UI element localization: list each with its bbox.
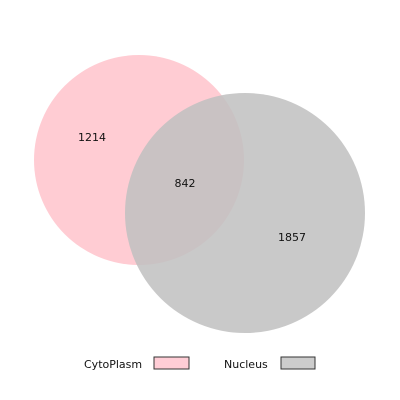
set-circle-nucleus (125, 93, 365, 333)
region-count-nucleus-only: 1857 (278, 231, 306, 244)
region-count-intersection: 842 (175, 177, 196, 190)
legend-label-cytoplasm: CytoPlasm (84, 358, 142, 371)
legend-item-nucleus: Nucleus (224, 356, 316, 371)
legend-label-nucleus: Nucleus (224, 358, 268, 371)
legend-item-cytoplasm: CytoPlasm (84, 356, 190, 371)
legend: CytoPlasm Nucleus (84, 356, 316, 371)
legend-swatch-nucleus (280, 356, 316, 370)
legend-swatch-cytoplasm (153, 356, 190, 370)
region-count-cytoplasm-only: 1214 (78, 131, 106, 144)
